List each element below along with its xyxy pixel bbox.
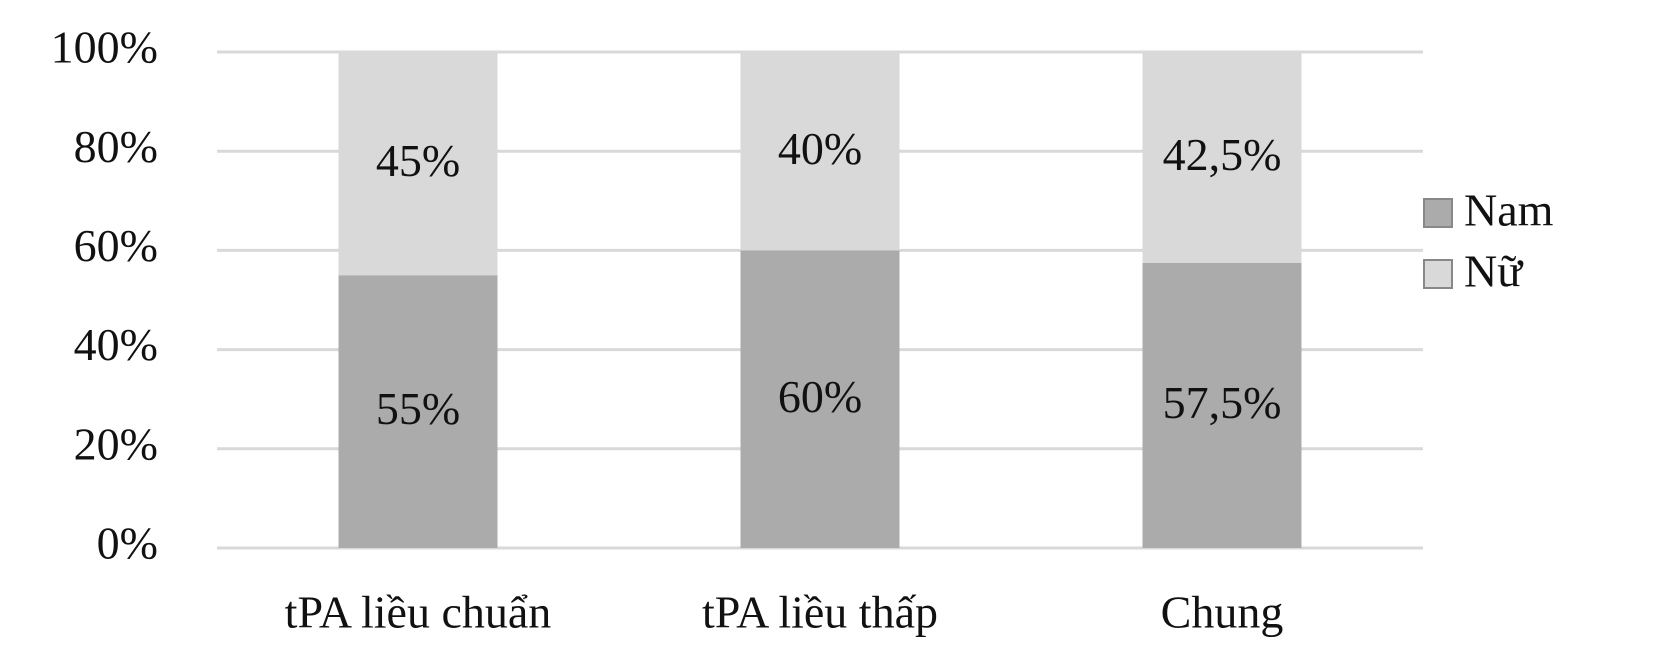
data-label: 55%	[376, 383, 460, 434]
data-label: 45%	[376, 135, 460, 186]
legend-swatch	[1423, 259, 1453, 289]
x-tick-label: tPA liều chuẩn	[285, 587, 552, 638]
data-label: 40%	[778, 123, 862, 174]
bar-segment	[338, 275, 498, 548]
legend-label: Nữ	[1464, 246, 1524, 297]
data-label: 57,5%	[1163, 377, 1282, 428]
legend-label: Nam	[1464, 185, 1554, 236]
legend-swatch	[1423, 198, 1453, 228]
bar-segment	[1142, 52, 1302, 263]
bar-segment	[338, 52, 498, 276]
x-tick-label: tPA liều thấp	[702, 587, 938, 638]
y-tick-label: 80%	[74, 121, 158, 172]
data-label: 60%	[778, 371, 862, 422]
bar-segment	[740, 250, 900, 548]
y-tick-label: 0%	[97, 518, 158, 569]
y-tick-label: 20%	[74, 418, 158, 469]
y-tick-label: 60%	[74, 220, 158, 271]
x-tick-label: Chung	[1161, 587, 1284, 638]
y-tick-label: 100%	[51, 22, 158, 73]
y-tick-label: 40%	[74, 319, 158, 370]
bar-segment	[740, 52, 900, 251]
data-label: 42,5%	[1163, 129, 1282, 180]
bar-segment	[1142, 262, 1302, 548]
